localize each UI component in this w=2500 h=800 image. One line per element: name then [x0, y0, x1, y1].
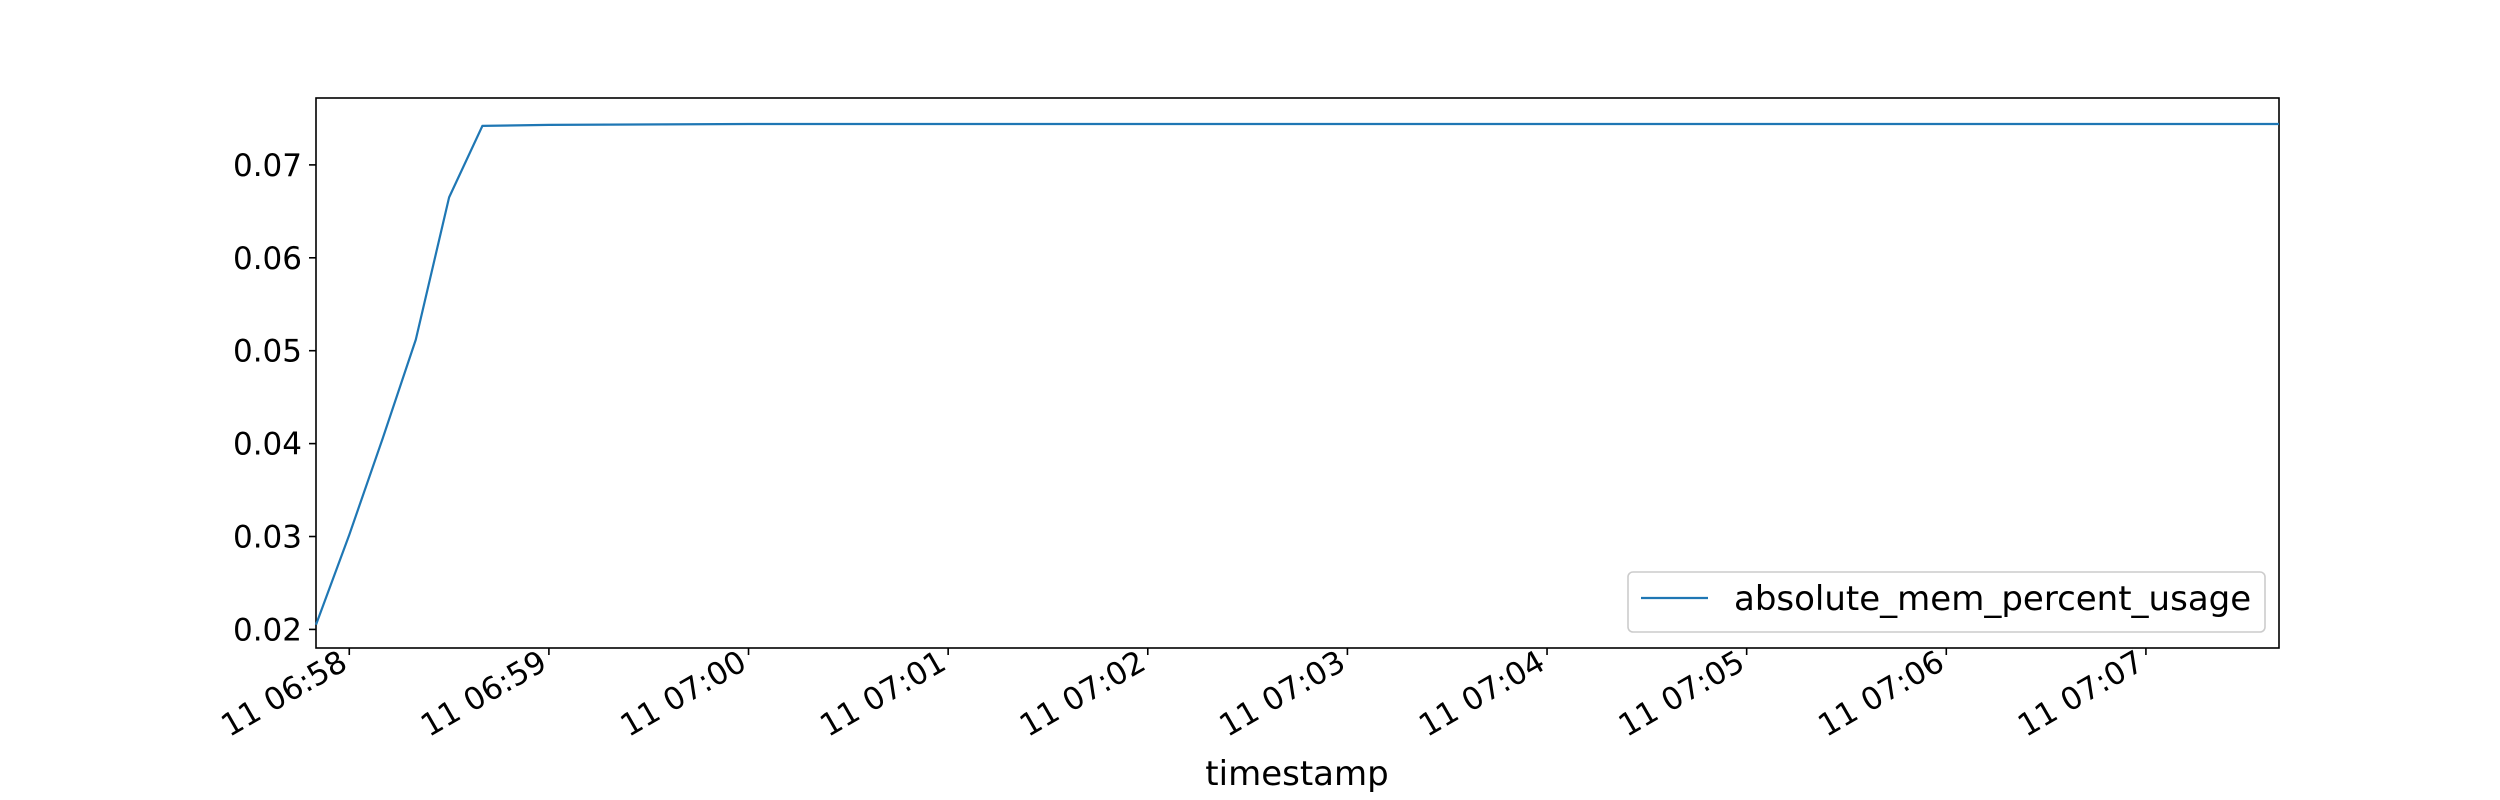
x-tick-label: 11 07:01 — [814, 644, 952, 744]
x-tick-label: 11 06:59 — [415, 644, 553, 744]
y-tick-label: 0.02 — [233, 612, 302, 648]
plot-frame — [315, 97, 2280, 649]
x-axis: 11 06:58 11 06:59 11 07:00 11 07:01 11 07:02… — [215, 644, 2150, 744]
x-tick-label: 11 07:02 — [1014, 644, 1152, 744]
x-tick-label: 11 07:06 — [1812, 644, 1950, 744]
y-tick-label: 0.05 — [233, 334, 302, 370]
y-tick-label: 0.04 — [233, 427, 302, 463]
x-tick-label: 11 07:03 — [1213, 644, 1351, 744]
x-tick-label: 11 06:58 — [215, 644, 353, 744]
x-tick-label: 11 07:07 — [2012, 644, 2150, 744]
y-tick-label: 0.07 — [233, 148, 302, 184]
y-tick-label: 0.03 — [233, 520, 302, 556]
x-tick-label: 11 07:00 — [614, 644, 752, 744]
series-line — [314, 122, 2279, 626]
legend: absolute_mem_percent_usage — [1627, 571, 2266, 633]
x-axis-label: timestamp — [1205, 754, 1388, 794]
x-tick-label: 11 07:05 — [1613, 644, 1751, 744]
legend-box — [1627, 571, 2266, 633]
x-tick-label: 11 07:04 — [1413, 644, 1551, 744]
legend-label: absolute_mem_percent_usage — [1734, 579, 2251, 619]
series-layer — [314, 122, 2279, 626]
y-tick-label: 0.06 — [233, 241, 302, 277]
y-axis: 0.02 0.03 0.04 0.05 0.06 0.07 — [233, 148, 316, 648]
